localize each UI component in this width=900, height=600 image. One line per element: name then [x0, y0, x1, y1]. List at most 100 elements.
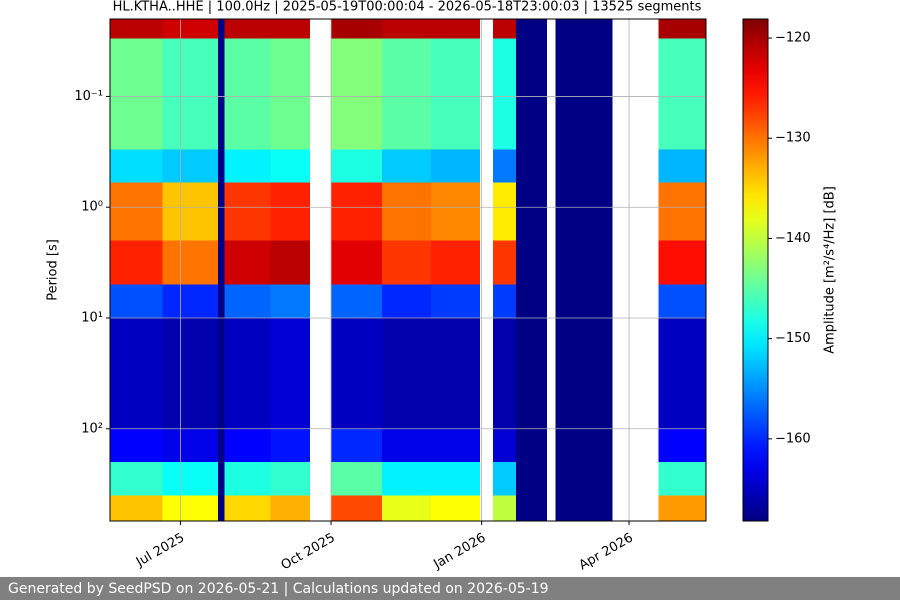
cell: [110, 284, 163, 318]
cell: [493, 149, 517, 183]
cell: [658, 495, 706, 521]
cell: [270, 428, 310, 463]
cell: [381, 19, 431, 39]
cell: [430, 240, 481, 285]
cell: [224, 19, 271, 39]
cell: [331, 240, 382, 285]
colorbar-tick-label: −140: [775, 231, 811, 246]
cell: [555, 284, 613, 318]
cell: [430, 149, 481, 183]
cell: [110, 462, 163, 496]
cell: [516, 149, 548, 183]
cell: [658, 182, 706, 241]
cell: [493, 462, 517, 496]
x-tick-label: Oct 2025: [279, 531, 338, 574]
plot-frame: [109, 18, 707, 522]
cell: [430, 284, 481, 318]
cell: [331, 38, 382, 150]
cell: [162, 317, 219, 429]
cell: [331, 495, 382, 521]
cell: [270, 240, 310, 285]
cell: [218, 19, 225, 39]
y-axis-label: Period [s]: [46, 239, 61, 301]
cell: [555, 38, 613, 150]
footer-text: Generated by SeedPSD on 2026-05-21 | Cal…: [8, 581, 549, 597]
cell: [430, 182, 481, 241]
cell: [381, 495, 431, 521]
cell: [270, 317, 310, 429]
footer-bar: [0, 577, 900, 600]
cell: [430, 317, 481, 429]
cell: [430, 428, 481, 463]
cell: [493, 240, 517, 285]
cell: [218, 428, 225, 463]
cell: [555, 462, 613, 496]
cell: [430, 19, 481, 39]
cell: [110, 19, 163, 39]
cell: [224, 428, 271, 463]
cell: [331, 19, 382, 39]
cell: [110, 182, 163, 241]
cell: [270, 462, 310, 496]
cell: [658, 38, 706, 150]
cell: [493, 19, 517, 39]
cell: [162, 19, 219, 39]
colorbar-tick-label: −150: [775, 331, 811, 346]
cell: [110, 317, 163, 429]
cell: [224, 317, 271, 429]
cell: [555, 317, 613, 429]
cell: [162, 462, 219, 496]
x-tick-label: Jul 2025: [133, 531, 187, 571]
cell: [224, 182, 271, 241]
cell: [493, 495, 517, 521]
cell: [658, 240, 706, 285]
cell: [516, 182, 548, 241]
cell: [218, 149, 225, 183]
cell: [224, 284, 271, 318]
cell: [110, 495, 163, 521]
cell: [516, 428, 548, 463]
cell: [110, 240, 163, 285]
cell: [658, 284, 706, 318]
cell: [331, 284, 382, 318]
cell: [331, 149, 382, 183]
cell: [658, 317, 706, 429]
colorbar-tick-label: −130: [775, 131, 811, 146]
cell: [218, 182, 225, 241]
cell: [270, 182, 310, 241]
cell: [381, 462, 431, 496]
cell: [331, 428, 382, 463]
cell: [218, 462, 225, 496]
cell: [218, 284, 225, 318]
cell: [555, 19, 613, 39]
colorbar: [742, 18, 769, 522]
cell: [270, 149, 310, 183]
cell: [555, 149, 613, 183]
cell: [162, 284, 219, 318]
cell: [331, 182, 382, 241]
cell: [224, 149, 271, 183]
cell: [493, 284, 517, 318]
cell: [658, 149, 706, 183]
cell: [331, 462, 382, 496]
cell: [162, 38, 219, 150]
cell: [516, 284, 548, 318]
cell: [493, 182, 517, 241]
cell: [381, 284, 431, 318]
cell: [555, 428, 613, 463]
cell: [516, 240, 548, 285]
cell: [658, 19, 706, 39]
colorbar-tick-label: −160: [775, 431, 811, 446]
y-tick-label: 10¹: [81, 310, 103, 325]
cell: [162, 240, 219, 285]
cell: [162, 182, 219, 241]
cell: [555, 495, 613, 521]
cell: [224, 495, 271, 521]
cell: [516, 495, 548, 521]
cell: [493, 317, 517, 429]
y-tick-label: 10⁻¹: [74, 89, 103, 104]
cell: [162, 495, 219, 521]
cell: [218, 240, 225, 285]
cell: [430, 462, 481, 496]
